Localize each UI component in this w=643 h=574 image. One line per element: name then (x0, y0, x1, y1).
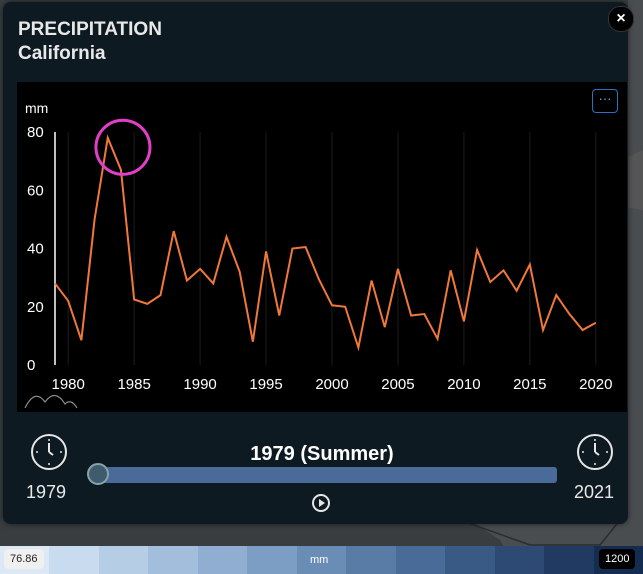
legend-swatch (247, 546, 297, 574)
precipitation-series-line (54, 134, 597, 352)
x-tick-label: 1980 (52, 376, 85, 393)
legend-unit: mm (310, 554, 329, 566)
legend-swatch (148, 546, 198, 574)
legend-max-value: 1200 (599, 549, 636, 569)
current-period-label: 1979 (Summer) (250, 443, 394, 465)
legend-swatch (296, 546, 347, 574)
x-tick-label: 2010 (447, 376, 480, 393)
legend-swatch (395, 546, 446, 574)
legend-swatch (49, 546, 99, 574)
time-slider-thumb[interactable] (87, 463, 109, 485)
y-tick-label: 40 (27, 241, 44, 258)
play-icon[interactable] (312, 494, 330, 512)
y-tick-label: 80 (27, 124, 44, 141)
x-tick-label: 1985 (117, 376, 150, 393)
legend-swatch (98, 546, 149, 574)
chart-type-icon (24, 394, 78, 409)
end-year-label: 2021 (574, 482, 615, 502)
chart-area: mm 0 20 40 60 80 1980 1985 1990 1995 2000 2005 2010 2… (17, 82, 627, 412)
panel-subtitle: California (18, 43, 106, 64)
y-tick-label: 60 (27, 182, 44, 199)
panel-title: PRECIPITATION (18, 19, 162, 40)
y-axis-label: mm (25, 100, 48, 116)
close-button[interactable]: × (608, 6, 634, 32)
precipitation-line-chart: mm 0 20 40 60 80 1980 1985 1990 1995 2000 2005 2010 2… (24, 100, 612, 409)
end-clock-icon (577, 434, 613, 470)
x-tick-label: 2015 (513, 376, 546, 393)
x-tick-label: 2020 (579, 376, 612, 393)
x-tick-label: 2000 (315, 376, 348, 393)
legend-swatch (346, 546, 396, 574)
legend-swatch (494, 546, 545, 574)
legend-min-value: 76.86 (4, 549, 44, 569)
start-clock-icon (31, 434, 67, 470)
legend-swatch (544, 546, 594, 574)
y-tick-label: 20 (27, 299, 44, 316)
start-year-label: 1979 (26, 482, 67, 502)
chart-menu-button[interactable]: ··· (592, 89, 618, 113)
legend-swatch (197, 546, 248, 574)
y-tick-label: 0 (27, 357, 35, 374)
x-tick-label: 1995 (249, 376, 282, 393)
legend-swatch (445, 546, 495, 574)
x-tick-label: 2005 (381, 376, 414, 393)
highlight-marker (94, 118, 152, 176)
x-tick-label: 1990 (183, 376, 216, 393)
time-slider-track[interactable] (95, 467, 557, 483)
